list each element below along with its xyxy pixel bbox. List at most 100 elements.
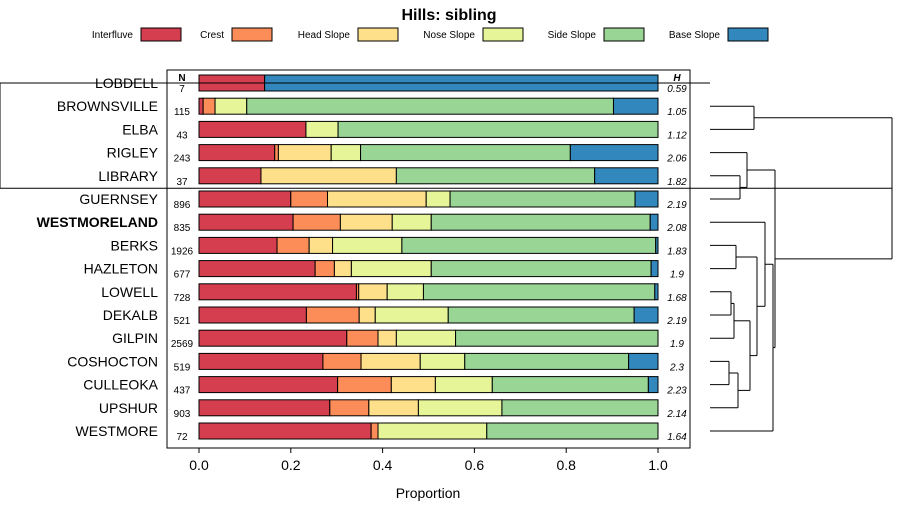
bar-segment-berks-side-slope xyxy=(401,236,657,254)
legend-swatch-side-slope xyxy=(603,27,645,42)
bar-segment-culleoka-nose-slope xyxy=(434,376,493,394)
x-tick-label-5: 1.0 xyxy=(648,457,668,473)
bar-segment-elba-nose-slope xyxy=(305,120,339,138)
bar-segment-guernsey-head-slope xyxy=(327,190,427,208)
bar-segment-culleoka-base-slope xyxy=(647,376,659,394)
bar-segment-gilpin-side-slope xyxy=(455,329,659,347)
row-label-westmore: WESTMORE xyxy=(76,423,158,439)
bar-segment-hazleton-side-slope xyxy=(430,260,652,278)
bar-segment-rigley-nose-slope xyxy=(330,144,362,162)
bar-segment-coshocton-side-slope xyxy=(464,352,630,370)
h-value-hazleton: 1.9 xyxy=(670,270,684,281)
plot-frame xyxy=(166,69,691,449)
bar-segment-lowell-side-slope xyxy=(422,283,656,301)
h-value-berks: 1.83 xyxy=(667,246,687,257)
n-value-lobdell: 7 xyxy=(179,84,185,95)
bar-segment-westmore-nose-slope xyxy=(377,422,488,440)
row-label-hazleton: HAZLETON xyxy=(84,261,158,277)
x-axis: 0.0 0.2 0.4 0.6 0.8 1.0 xyxy=(189,448,668,473)
h-value-elba: 1.12 xyxy=(667,130,687,141)
bar-segment-berks-crest xyxy=(276,236,310,254)
bar-segment-guernsey-side-slope xyxy=(449,190,636,208)
bar-segment-westmoreland-nose-slope xyxy=(391,213,432,231)
row-label-gilpin: GILPIN xyxy=(112,330,158,346)
bar-segment-hazleton-interfluve xyxy=(198,260,316,278)
bar-segment-library-base-slope xyxy=(594,167,659,185)
bar-segment-upshur-crest xyxy=(329,399,370,417)
legend-swatch-nose-slope xyxy=(482,27,524,42)
n-value-library: 37 xyxy=(176,177,188,188)
bar-segment-gilpin-interfluve xyxy=(198,329,348,347)
bar-segment-rigley-side-slope xyxy=(360,144,571,162)
n-value-guernsey: 896 xyxy=(174,200,191,211)
h-value-westmoreland: 2.08 xyxy=(666,223,687,234)
bar-segment-coshocton-base-slope xyxy=(628,352,659,370)
bar-segment-dekalb-crest xyxy=(305,306,360,324)
bar-segment-rigley-interfluve xyxy=(198,144,276,162)
bar-segment-gilpin-crest xyxy=(346,329,379,347)
legend-swatch-interfluve xyxy=(140,27,182,42)
bar-segment-berks-interfluve xyxy=(198,236,278,254)
h-value-dekalb: 2.19 xyxy=(666,316,687,327)
bar-segment-upshur-nose-slope xyxy=(417,399,503,417)
bar-segment-westmoreland-base-slope xyxy=(649,213,659,231)
bar-segment-lowell-head-slope xyxy=(358,283,388,301)
bar-segment-berks-nose-slope xyxy=(332,236,403,254)
n-value-lowell: 728 xyxy=(174,293,191,304)
row-label-coshocton: COSHOCTON xyxy=(67,353,158,369)
row-label-berks: BERKS xyxy=(111,237,158,253)
bar-segment-coshocton-nose-slope xyxy=(419,352,466,370)
bar-segment-dekalb-side-slope xyxy=(447,306,635,324)
x-tick-label-4: 0.8 xyxy=(556,457,576,473)
bar-segment-berks-head-slope xyxy=(308,236,334,254)
bar-segment-berks-base-slope xyxy=(655,236,659,254)
x-tick-label-2: 0.4 xyxy=(373,457,393,473)
bar-segment-westmore-crest xyxy=(370,422,379,440)
bar-segment-culleoka-head-slope xyxy=(390,376,436,394)
bar-segment-westmoreland-side-slope xyxy=(430,213,651,231)
n-value-culleoka: 437 xyxy=(174,386,191,397)
n-value-upshur: 903 xyxy=(174,409,191,420)
h-value-brownsville: 1.05 xyxy=(667,107,687,118)
bar-segment-upshur-side-slope xyxy=(501,399,659,417)
bar-segment-upshur-interfluve xyxy=(198,399,331,417)
legend-label-head-slope: Head Slope xyxy=(298,30,351,41)
bar-segment-culleoka-interfluve xyxy=(198,376,339,394)
bar-segment-rigley-base-slope xyxy=(569,144,659,162)
dendrogram xyxy=(0,82,893,432)
legend-label-crest: Crest xyxy=(200,30,224,41)
n-value-brownsville: 115 xyxy=(174,107,190,118)
row-label-lowell: LOWELL xyxy=(101,284,158,300)
bar-segment-brownsville-side-slope xyxy=(246,97,614,115)
legend-swatch-base-slope xyxy=(727,27,769,42)
bar-segment-gilpin-head-slope xyxy=(377,329,397,347)
row-label-elba: ELBA xyxy=(122,121,158,137)
bar-segment-westmoreland-head-slope xyxy=(339,213,393,231)
bar-segment-guernsey-interfluve xyxy=(198,190,292,208)
bar-segment-coshocton-head-slope xyxy=(360,352,421,370)
bar-segment-coshocton-crest xyxy=(322,352,362,370)
row-label-library: LIBRARY xyxy=(98,168,158,184)
n-value-coshocton: 519 xyxy=(174,362,191,373)
bar-segment-coshocton-interfluve xyxy=(198,352,324,370)
bar-segment-westmore-interfluve xyxy=(198,422,372,440)
legend-label-base-slope: Base Slope xyxy=(669,30,721,41)
row-label-guernsey: GUERNSEY xyxy=(79,191,158,207)
x-axis-label: Proportion xyxy=(396,485,461,501)
row-label-culleoka: CULLEOKA xyxy=(83,377,158,393)
bar-segment-elba-interfluve xyxy=(198,120,307,138)
n-value-elba: 43 xyxy=(176,130,188,141)
x-tick-label-1: 0.2 xyxy=(281,457,301,473)
bar-segment-library-side-slope xyxy=(395,167,596,185)
bar-segment-guernsey-base-slope xyxy=(634,190,659,208)
bar-segment-library-head-slope xyxy=(260,167,397,185)
bar-segment-westmoreland-interfluve xyxy=(198,213,294,231)
n-value-hazleton: 677 xyxy=(174,270,191,281)
n-value-westmore: 72 xyxy=(176,432,188,443)
bar-segment-upshur-head-slope xyxy=(368,399,419,417)
h-value-culleoka: 2.23 xyxy=(666,386,687,397)
n-value-dekalb: 521 xyxy=(174,316,191,327)
n-value-berks: 1926 xyxy=(171,246,194,257)
row-label-brownsville: BROWNSVILLE xyxy=(57,98,158,114)
